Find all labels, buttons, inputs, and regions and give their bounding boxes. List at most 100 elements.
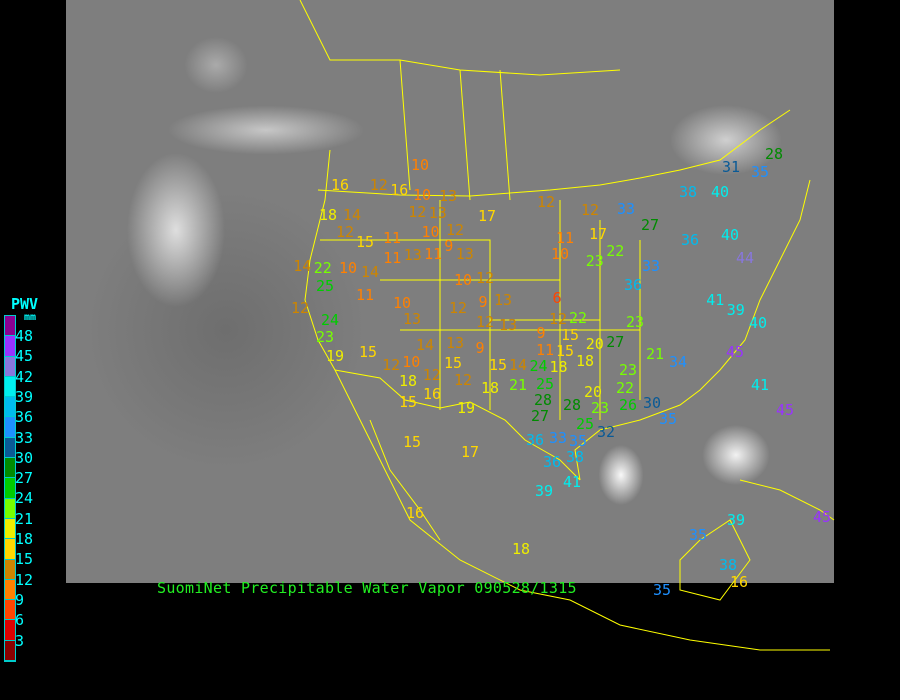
station-pwv-value: 40 [711, 182, 730, 201]
legend-swatch [5, 518, 15, 540]
station-pwv-value: 33 [549, 428, 568, 447]
station-pwv-value: 38 [566, 448, 585, 467]
station-pwv-value: 35 [659, 410, 678, 429]
station-pwv-value: 12 [336, 222, 355, 241]
station-pwv-value: 27 [531, 406, 550, 425]
station-pwv-value: 18 [576, 351, 595, 370]
station-pwv-value: 40 [721, 225, 740, 244]
station-pwv-value: 41 [706, 290, 725, 309]
legend-swatch [5, 498, 15, 519]
baja [369, 419, 441, 541]
station-pwv-value: 39 [726, 300, 745, 319]
station-pwv-value: 17 [478, 206, 497, 225]
map-title: SuomiNet Precipitable Water Vapor 090528… [157, 579, 577, 597]
station-pwv-value: 13 [403, 245, 422, 264]
station-pwv-value: 10 [454, 270, 473, 289]
station-pwv-value: 11 [536, 340, 555, 359]
station-pwv-value: 31 [722, 157, 741, 176]
station-pwv-value: 44 [736, 248, 755, 267]
station-pwv-value: 15 [444, 354, 463, 373]
station-pwv-value: 23 [591, 398, 610, 417]
station-pwv-value: 12 [291, 298, 310, 317]
station-pwv-value: 16 [390, 180, 409, 199]
station-pwv-value: 35 [751, 162, 770, 181]
station-pwv-value: 39 [727, 510, 746, 529]
legend-label: 42 [15, 367, 34, 386]
us-canada-border [317, 109, 791, 197]
station-pwv-value: 18 [549, 358, 568, 376]
station-pwv-value: 12 [369, 175, 388, 194]
station-pwv-value: 12 [476, 312, 495, 331]
legend-label: 24 [15, 489, 34, 508]
station-pwv-value: 45 [726, 342, 745, 361]
legend-swatch [5, 316, 15, 337]
station-pwv-value: 38 [679, 182, 698, 201]
station-pwv-value: 23 [316, 327, 335, 346]
station-pwv-value: 35 [689, 525, 708, 544]
station-pwv-value: 22 [313, 258, 332, 277]
station-pwv-value: 18 [481, 378, 500, 397]
station-pwv-value: 10 [339, 258, 358, 277]
station-pwv-value: 6 [552, 288, 562, 307]
station-pwv-value: 13 [428, 203, 447, 222]
west-coast [304, 149, 830, 651]
legend-swatch [5, 417, 15, 438]
legend-label: 48 [15, 327, 34, 345]
station-pwv-value: 18 [512, 539, 531, 558]
station-pwv-value: 14 [416, 336, 435, 355]
station-pwv-value: 45 [776, 400, 795, 419]
station-pwv-value: 12 [549, 309, 568, 328]
station-pwv-value: 10 [411, 155, 430, 174]
legend-label: 3 [15, 631, 25, 650]
station-pwv-value: 28 [765, 144, 784, 163]
station-pwv-value: 14 [343, 205, 362, 224]
station-pwv-value: 10 [413, 186, 432, 205]
legend-label: 39 [15, 387, 34, 406]
legend-label: 33 [15, 428, 34, 447]
us-mexico-border [334, 369, 581, 481]
station-pwv-value: 25 [576, 415, 595, 434]
satellite-image [66, 0, 834, 583]
station-pwv-value: 15 [399, 392, 418, 411]
station-pwv-value: 22 [569, 308, 588, 327]
station-pwv-value: 24 [529, 356, 548, 375]
station-pwv-value: 12 [537, 192, 556, 211]
pwv-color-scale [4, 315, 16, 663]
station-pwv-value: 23 [619, 360, 638, 379]
station-pwv-value: 25 [316, 276, 335, 295]
station-pwv-value: 28 [534, 390, 553, 409]
legend-title: PWV [11, 295, 39, 313]
station-pwv-value: 13 [403, 310, 422, 329]
state-lines [299, 0, 641, 420]
station-pwv-value: 45 [813, 507, 832, 526]
legend-label: 15 [15, 550, 34, 569]
legend-label: 9 [15, 590, 25, 609]
station-pwv-value: 23 [626, 312, 645, 331]
legend-label: 6 [15, 611, 25, 630]
station-pwv-value: 22 [616, 379, 635, 398]
station-pwv-value: 10 [393, 293, 412, 312]
station-pwv-value: 20 [584, 382, 603, 401]
legend-swatch [5, 356, 15, 377]
station-pwv-value: 21 [509, 375, 528, 394]
station-pwv-value: 17 [589, 225, 608, 244]
station-pwv-value: 12 [446, 220, 465, 239]
legend-label: 21 [15, 509, 34, 528]
legend-swatch [5, 579, 15, 601]
station-pwv-value: 36 [543, 452, 562, 471]
station-pwv-value: 25 [536, 374, 555, 393]
station-pwv-value: 10 [402, 352, 421, 371]
station-pwv-value: 15 [488, 355, 508, 374]
station-pwv-value: 13 [494, 290, 513, 309]
station-pwv-value: 27 [641, 215, 660, 234]
station-pwv-value: 13 [455, 244, 474, 263]
station-pwv-value: 11 [383, 248, 402, 267]
station-pwv-value: 19 [457, 398, 476, 417]
station-pwv-value: 15 [356, 232, 375, 251]
station-pwv-value: 28 [563, 396, 582, 415]
station-pwv-value: 33 [642, 256, 661, 275]
legend-label: 18 [15, 530, 34, 548]
station-pwv-value: 9 [478, 292, 488, 311]
legend-swatch [5, 620, 15, 641]
